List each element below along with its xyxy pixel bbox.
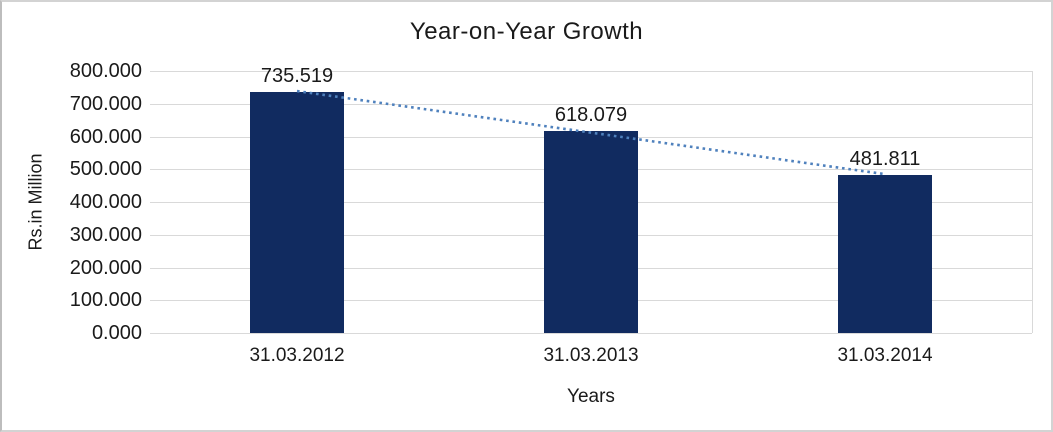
gridline: [150, 103, 1032, 105]
y-tick-label: 800.000: [69, 60, 142, 82]
x-tick-label: 31.03.2012: [249, 345, 345, 366]
y-tick-label: 600.000: [69, 125, 142, 148]
chart-title: Year-on-Year Growth: [409, 18, 644, 45]
x-tick-label: 31.03.2014: [837, 345, 933, 366]
gridline: [150, 71, 1032, 72]
linear-trendline: [296, 89, 886, 176]
y-tick-label: 100.000: [69, 289, 142, 312]
data-label: 618.079: [554, 103, 628, 126]
y-tick-label: 0.000: [91, 322, 142, 344]
data-label: 481.811: [849, 148, 921, 171]
y-tick-label: 200.000: [69, 256, 142, 279]
y-tick-label: 700.000: [69, 92, 142, 115]
y-tick-label: 300.000: [69, 223, 142, 246]
bar-31.03.2014: [838, 175, 932, 333]
y-tick-label: 500.000: [69, 158, 142, 181]
y-tick-label: 400.000: [69, 191, 142, 213]
plot-area: [150, 71, 1033, 334]
x-tick-label: 31.03.2013: [543, 345, 639, 366]
x-axis-line: [150, 333, 1032, 334]
bar-31.03.2012: [250, 92, 344, 333]
data-label: 735.519: [260, 65, 334, 88]
x-axis-title: Years: [567, 386, 615, 407]
bar-31.03.2013: [544, 130, 638, 333]
